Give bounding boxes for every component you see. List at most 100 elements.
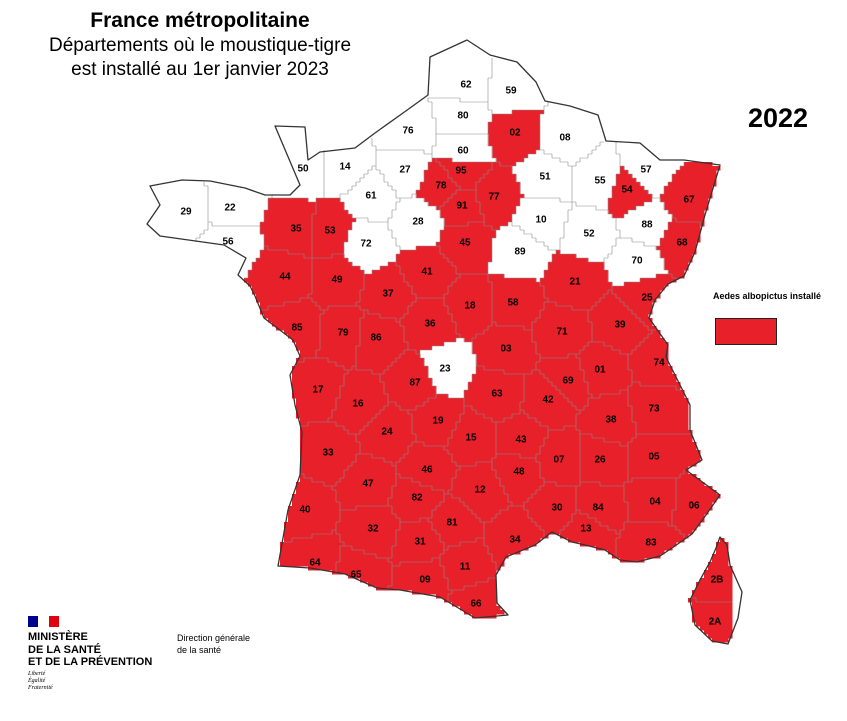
department-label-34: 34 xyxy=(509,535,521,546)
department-label-55: 55 xyxy=(594,176,606,187)
department-label-82: 82 xyxy=(411,493,423,504)
department-39 xyxy=(588,290,653,355)
department-87 xyxy=(380,350,437,411)
department-label-89: 89 xyxy=(514,247,526,258)
department-label-08: 08 xyxy=(559,133,571,144)
department-label-56: 56 xyxy=(222,237,234,248)
department-label-73: 73 xyxy=(648,404,660,415)
department-label-12: 12 xyxy=(474,485,486,496)
department-15 xyxy=(444,406,497,467)
department-03 xyxy=(472,322,541,375)
department-48 xyxy=(492,454,545,507)
department-69 xyxy=(536,354,593,411)
department-label-16: 16 xyxy=(352,399,364,410)
department-label-95: 95 xyxy=(455,166,467,177)
mainland-outline xyxy=(146,39,721,619)
department-42 xyxy=(520,370,581,431)
department-49 xyxy=(308,254,365,311)
department-label-84: 84 xyxy=(592,503,604,514)
department-label-79: 79 xyxy=(337,328,349,339)
year-label: 2022 xyxy=(748,103,809,133)
department-label-01: 01 xyxy=(594,365,606,376)
department-label-15: 15 xyxy=(465,433,477,444)
department-41 xyxy=(396,246,461,299)
department-19 xyxy=(408,394,465,447)
department-label-21: 21 xyxy=(569,277,581,288)
map-title: France métropolitaine xyxy=(90,9,310,32)
department-32 xyxy=(336,506,401,559)
department-label-80: 80 xyxy=(457,111,469,122)
department-label-22: 22 xyxy=(224,203,236,214)
department-label-48: 48 xyxy=(513,467,525,478)
department-36 xyxy=(400,298,461,355)
department-17 xyxy=(292,358,349,427)
department-84 xyxy=(576,482,629,535)
department-11 xyxy=(440,538,497,591)
department-02 xyxy=(488,110,545,167)
department-label-06: 06 xyxy=(688,501,700,512)
department-label-26: 26 xyxy=(594,455,606,466)
department-35 xyxy=(260,198,317,259)
department-46 xyxy=(396,442,461,495)
department-27 xyxy=(376,150,433,199)
department-67 xyxy=(660,162,721,227)
department-label-30: 30 xyxy=(551,503,563,514)
department-label-27: 27 xyxy=(399,165,411,176)
ministry-logo: MINISTÈRE DE LA SANTÉ ET DE LA PRÉVENTIO… xyxy=(28,616,152,692)
department-91 xyxy=(440,190,485,227)
department-71 xyxy=(532,302,593,359)
department-73 xyxy=(628,382,693,435)
department-52 xyxy=(560,202,621,263)
department-label-38: 38 xyxy=(605,415,617,426)
department-label-28: 28 xyxy=(412,217,424,228)
department-label-49: 49 xyxy=(331,275,343,286)
department-label-45: 45 xyxy=(459,238,471,249)
department-label-44: 44 xyxy=(279,272,291,283)
department-label-69: 69 xyxy=(562,376,574,387)
department-label-58: 58 xyxy=(507,298,519,309)
department-55 xyxy=(572,142,621,211)
department-59 xyxy=(488,58,549,115)
department-label-13: 13 xyxy=(580,524,592,535)
department-53 xyxy=(312,198,357,259)
department-label-63: 63 xyxy=(491,389,503,400)
department-30 xyxy=(524,482,577,539)
department-label-36: 36 xyxy=(424,319,436,330)
department-70 xyxy=(604,238,669,287)
department-label-50: 50 xyxy=(297,164,309,175)
department-04 xyxy=(624,478,677,527)
department-label-32: 32 xyxy=(367,524,379,535)
department-74 xyxy=(628,330,681,391)
department-56 xyxy=(196,222,265,279)
department-68 xyxy=(656,218,701,279)
department-label-31: 31 xyxy=(414,537,426,548)
department-33 xyxy=(300,422,361,487)
department-60 xyxy=(432,134,497,163)
department-label-81: 81 xyxy=(446,518,458,529)
department-label-61: 61 xyxy=(365,191,377,202)
republic-motto: Liberté Égalité Fraternité xyxy=(28,670,53,691)
department-2A xyxy=(688,598,733,643)
department-29 xyxy=(148,182,209,243)
department-label-77: 77 xyxy=(488,192,500,203)
department-79 xyxy=(316,306,365,371)
department-34 xyxy=(484,506,545,571)
map-subtitle-line1: Départements où le moustique-tigre xyxy=(48,35,352,56)
department-13 xyxy=(560,510,621,559)
department-31 xyxy=(388,518,445,567)
department-label-14: 14 xyxy=(339,162,351,173)
department-label-03: 03 xyxy=(500,344,512,355)
department-label-42: 42 xyxy=(542,395,554,406)
department-label-57: 57 xyxy=(640,165,652,176)
department-label-39: 39 xyxy=(614,320,626,331)
department-label-86: 86 xyxy=(370,333,382,344)
department-label-18: 18 xyxy=(464,301,476,312)
department-label-60: 60 xyxy=(457,146,469,157)
department-label-33: 33 xyxy=(322,448,334,459)
department-22 xyxy=(204,182,273,227)
department-43 xyxy=(496,410,549,459)
department-label-72: 72 xyxy=(360,239,372,250)
department-label-74: 74 xyxy=(653,358,665,369)
department-06 xyxy=(672,470,721,539)
ministry-name: MINISTÈRE DE LA SANTÉ ET DE LA PRÉVENTIO… xyxy=(28,631,153,668)
